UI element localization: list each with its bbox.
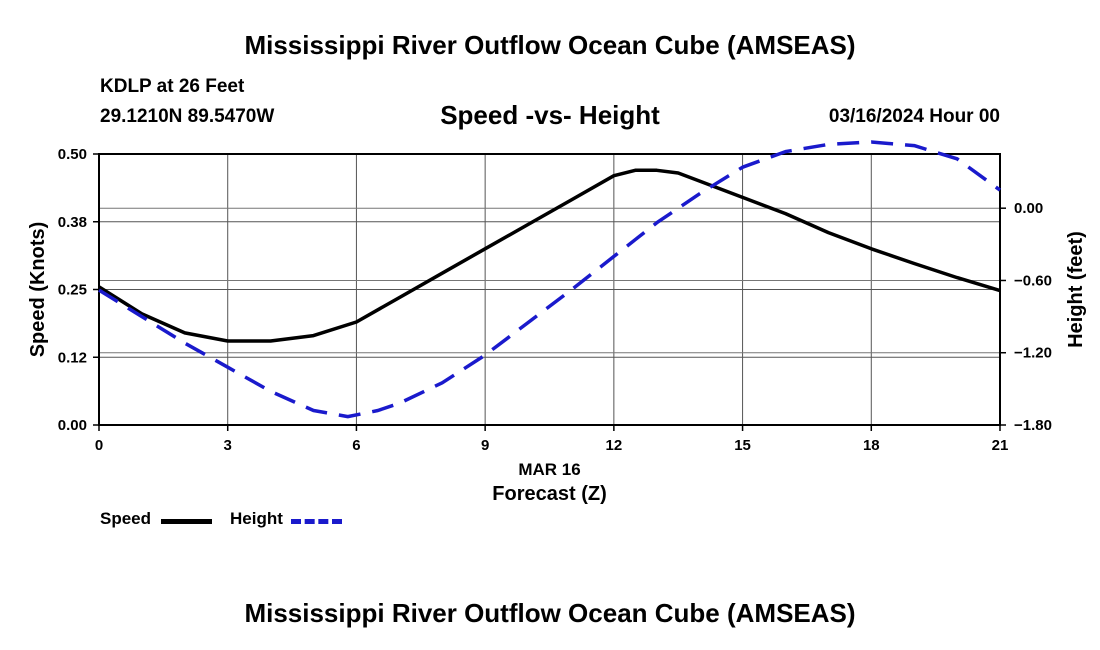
x-tick-label: 9	[481, 437, 489, 454]
y-tick-label: 0.50	[58, 146, 87, 163]
legend-speed-swatch	[161, 519, 212, 524]
y-tick-label: 0.00	[58, 417, 87, 434]
x-axis-date-label: MAR 16	[518, 460, 580, 479]
series-line-height	[98, 140, 1002, 419]
y-axis-label: Speed (Knots)	[27, 222, 49, 358]
forecast-datetime: 03/16/2024 Hour 00	[828, 106, 1000, 127]
y-tick-label: 0.38	[58, 214, 87, 231]
x-tick-label: 3	[224, 437, 232, 454]
y2-tick-label: −0.60	[1014, 272, 1052, 289]
x-tick-label: 15	[734, 437, 751, 454]
footer-title: Mississippi River Outflow Ocean Cube (AM…	[244, 598, 856, 628]
y2-tick-label: −1.80	[1014, 417, 1052, 434]
series-line-speed	[98, 168, 1001, 343]
x-tick-label: 21	[992, 437, 1009, 454]
legend-speed-label: Speed	[100, 509, 152, 528]
y-tick-label: 0.25	[58, 282, 87, 299]
legend-height-label: Height	[230, 509, 283, 528]
chart-subtitle: Speed -vs- Height	[440, 100, 660, 130]
legend-height-swatch	[291, 519, 342, 524]
station-label: KDLP at 26 Feet	[100, 76, 245, 97]
chart-area: 0 3 6 9 12 15 18 21 0.00 0.12 0.25 0.38 0.50 −1.80 −1.…	[27, 140, 1087, 505]
x-tick-label: 0	[95, 437, 103, 454]
main-title: Mississippi River Outflow Ocean Cube (AM…	[244, 30, 856, 60]
x-axis-label: Forecast (Z)	[492, 483, 606, 505]
y2-tick-label: 0.00	[1014, 200, 1043, 217]
x-tick-label: 12	[606, 437, 623, 454]
y2-tick-label: −1.20	[1014, 345, 1052, 362]
y2-axis-label: Height (feet)	[1065, 231, 1087, 348]
y-tick-label: 0.12	[58, 349, 87, 366]
x-tick-label: 6	[352, 437, 360, 454]
station-coordinates: 29.1210N 89.5470W	[100, 106, 275, 127]
x-tick-label: 18	[863, 437, 880, 454]
